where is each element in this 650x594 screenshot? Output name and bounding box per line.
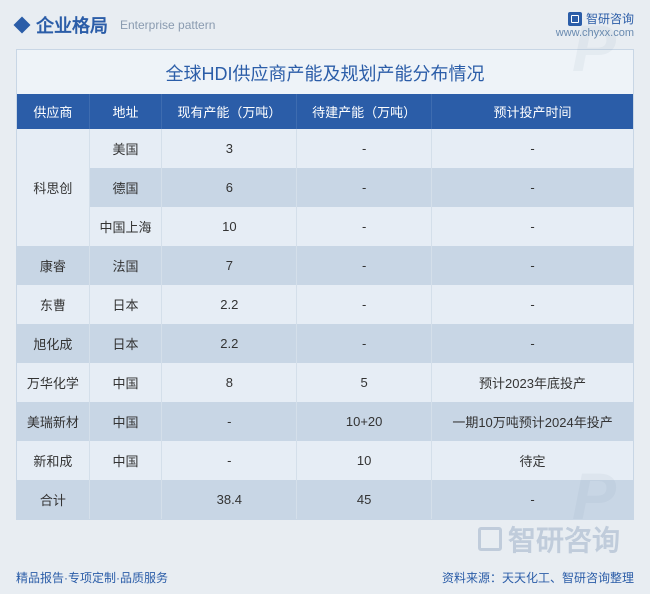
footer-left: 精品报告·专项定制·品质服务 <box>16 569 168 586</box>
table-row: 康睿法国7-- <box>17 246 633 285</box>
cell-planned: - <box>297 285 432 324</box>
table-row: 旭化成日本2.2-- <box>17 324 633 363</box>
cell-time: - <box>432 207 633 246</box>
diamond-icon <box>14 16 31 33</box>
cell-supplier: 美瑞新材 <box>17 402 89 441</box>
page-footer: 精品报告·专项定制·品质服务 资料来源：天天化工、智研咨询整理 <box>0 563 650 594</box>
watermark-brand-icon <box>478 527 502 551</box>
table-row: 美瑞新材中国-10+20一期10万吨预计2024年投产 <box>17 402 633 441</box>
table-body: 科思创美国3--德国6--中国上海10--康睿法国7--东曹日本2.2--旭化成… <box>17 129 633 519</box>
watermark-brand: 智研咨询 <box>478 519 620 559</box>
cell-planned: 5 <box>297 363 432 402</box>
cell-planned: - <box>297 168 432 207</box>
table-row: 东曹日本2.2-- <box>17 285 633 324</box>
cell-planned: - <box>297 207 432 246</box>
cell-current: 10 <box>162 207 297 246</box>
cell-current: 6 <box>162 168 297 207</box>
table-header-row: 供应商地址现有产能（万吨）待建产能（万吨）预计投产时间 <box>17 94 633 129</box>
cell-planned: 10 <box>297 441 432 480</box>
table-header-cell: 预计投产时间 <box>432 94 633 129</box>
cell-current: 2.2 <box>162 285 297 324</box>
footer-right: 资料来源：天天化工、智研咨询整理 <box>442 569 634 586</box>
cell-current: - <box>162 402 297 441</box>
page-header: 企业格局 Enterprise pattern 智研咨询 www.chyxx.c… <box>0 0 650 45</box>
cell-supplier: 康睿 <box>17 246 89 285</box>
cell-location: 中国 <box>89 363 162 402</box>
cell-current: 7 <box>162 246 297 285</box>
cell-supplier: 新和成 <box>17 441 89 480</box>
cell-location: 中国 <box>89 402 162 441</box>
table-header-cell: 地址 <box>89 94 162 129</box>
cell-location: 日本 <box>89 324 162 363</box>
cell-location <box>89 480 162 519</box>
cell-supplier: 万华化学 <box>17 363 89 402</box>
table-header-cell: 供应商 <box>17 94 89 129</box>
section-title-cn: 企业格局 <box>36 12 108 38</box>
table-header-cell: 待建产能（万吨） <box>297 94 432 129</box>
table-row: 新和成中国-10待定 <box>17 441 633 480</box>
table-row: 德国6-- <box>17 168 633 207</box>
cell-time: - <box>432 480 633 519</box>
cell-time: - <box>432 168 633 207</box>
cell-location: 中国上海 <box>89 207 162 246</box>
cell-location: 日本 <box>89 285 162 324</box>
header-right: 智研咨询 www.chyxx.com <box>556 10 634 39</box>
cell-time: - <box>432 129 633 168</box>
cell-supplier: 科思创 <box>17 129 89 246</box>
cell-time: 待定 <box>432 441 633 480</box>
cell-current: 8 <box>162 363 297 402</box>
cell-supplier: 旭化成 <box>17 324 89 363</box>
cell-current: 2.2 <box>162 324 297 363</box>
watermark-brand-text: 智研咨询 <box>508 519 620 559</box>
table-row: 科思创美国3-- <box>17 129 633 168</box>
cell-planned: - <box>297 129 432 168</box>
cell-current: 3 <box>162 129 297 168</box>
section-title-en: Enterprise pattern <box>120 18 215 32</box>
table-row: 合计 38.445- <box>17 480 633 519</box>
cell-location: 美国 <box>89 129 162 168</box>
cell-current: 38.4 <box>162 480 297 519</box>
header-left: 企业格局 Enterprise pattern <box>16 12 215 38</box>
cell-location: 中国 <box>89 441 162 480</box>
brand-logo-icon <box>568 12 582 26</box>
cell-planned: - <box>297 246 432 285</box>
table-container: 全球HDI供应商产能及规划产能分布情况 供应商地址现有产能（万吨）待建产能（万吨… <box>16 49 634 520</box>
cell-planned: - <box>297 324 432 363</box>
cell-current: - <box>162 441 297 480</box>
cell-planned: 10+20 <box>297 402 432 441</box>
cell-location: 法国 <box>89 246 162 285</box>
table-title: 全球HDI供应商产能及规划产能分布情况 <box>17 50 633 94</box>
cell-time: - <box>432 324 633 363</box>
capacity-table: 供应商地址现有产能（万吨）待建产能（万吨）预计投产时间 科思创美国3--德国6-… <box>17 94 633 519</box>
cell-time: 预计2023年底投产 <box>432 363 633 402</box>
cell-time: - <box>432 285 633 324</box>
cell-supplier: 东曹 <box>17 285 89 324</box>
cell-supplier: 合计 <box>17 480 89 519</box>
cell-location: 德国 <box>89 168 162 207</box>
cell-time: 一期10万吨预计2024年投产 <box>432 402 633 441</box>
table-header-cell: 现有产能（万吨） <box>162 94 297 129</box>
table-row: 中国上海10-- <box>17 207 633 246</box>
brand-name: 智研咨询 <box>586 10 634 27</box>
table-row: 万华化学中国85预计2023年底投产 <box>17 363 633 402</box>
brand-url: www.chyxx.com <box>556 27 634 39</box>
cell-time: - <box>432 246 633 285</box>
cell-planned: 45 <box>297 480 432 519</box>
